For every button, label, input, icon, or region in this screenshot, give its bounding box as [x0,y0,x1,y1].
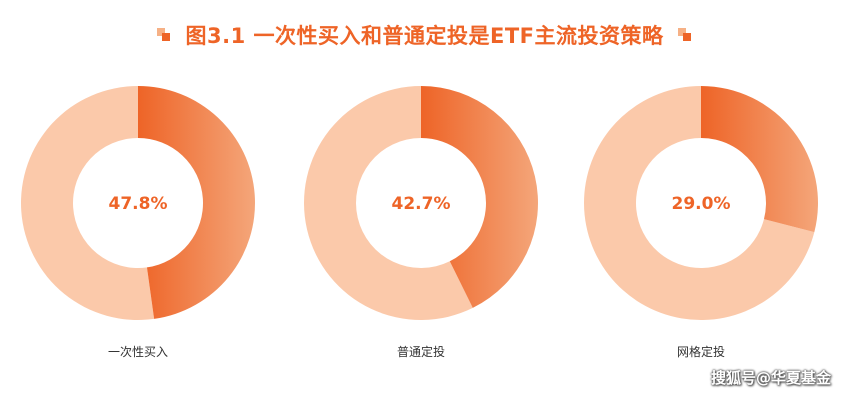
donut-3-value-label: 29.0% [672,194,731,214]
donut-2: 42.7% 普通定投 [304,86,538,359]
chart-title: 图3.1 一次性买入和普通定投是ETF主流投资策略 [185,24,664,48]
donut-3-category-label: 网格定投 [677,344,725,359]
title-left-decoration-icon [157,28,171,42]
donut-3-value-slice [701,86,818,233]
donut-1-category-label: 一次性买入 [108,345,168,359]
donut-3: 29.0% 网格定投 [584,86,818,359]
donut-1-value-slice [138,86,255,319]
donut-1: 47.8% 一次性买入 [20,86,255,359]
title-row: 图3.1 一次性买入和普通定投是ETF主流投资策略 [0,18,849,52]
donut-1-remainder-slice [20,86,155,320]
donut-2-value-slice [421,86,538,308]
donut-1-value-label: 47.8% [109,194,168,214]
donut-2-category-label: 普通定投 [397,344,445,359]
donut-3-remainder-slice [584,86,815,320]
donut-2-remainder-slice [304,86,473,321]
watermark: 搜狐号@华夏基金 [710,369,831,387]
donut-2-value-label: 42.7% [392,194,451,214]
title-right-decoration-icon [677,28,692,42]
